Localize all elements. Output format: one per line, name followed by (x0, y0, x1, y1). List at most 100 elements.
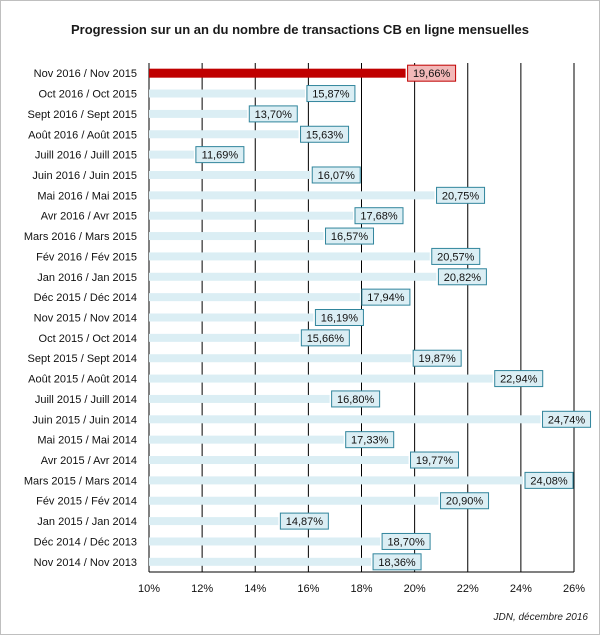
x-tick-label: 22% (457, 583, 479, 595)
bar (149, 130, 299, 139)
data-label-box (325, 227, 375, 245)
bar (149, 89, 305, 98)
x-tick-label: 18% (350, 583, 372, 595)
data-label: 20,82% (444, 272, 482, 284)
chart-title: Progression sur un an du nombre de trans… (71, 22, 529, 37)
x-tick-label: 14% (244, 583, 266, 595)
category-label: Août 2015 / Août 2014 (28, 374, 137, 386)
data-label-box (407, 64, 457, 82)
bar (149, 293, 360, 302)
data-label: 24,08% (530, 475, 568, 487)
category-label: Nov 2015 / Nov 2014 (34, 313, 137, 325)
data-label-box (542, 410, 592, 428)
category-label: Mai 2016 / Mai 2015 (37, 190, 137, 202)
bar (149, 109, 248, 118)
category-label: Fév 2016 / Fév 2015 (36, 251, 137, 263)
data-label-box (436, 186, 486, 204)
bar (149, 476, 523, 485)
category-label: Jan 2016 / Jan 2015 (37, 272, 137, 284)
data-label: 22,94% (500, 374, 538, 386)
bar (149, 354, 412, 363)
data-label-box (300, 329, 350, 347)
category-label: Déc 2015 / Déc 2014 (34, 292, 137, 304)
data-label: 17,68% (360, 211, 398, 223)
category-label: Déc 2014 / Déc 2013 (34, 536, 137, 548)
category-label: Mars 2015 / Mars 2014 (24, 475, 137, 487)
category-label: Oct 2015 / Oct 2014 (39, 333, 137, 345)
x-tick-label: 20% (404, 583, 426, 595)
bar (149, 211, 353, 220)
x-tick-label: 16% (297, 583, 319, 595)
data-label-box (354, 207, 404, 225)
bar (149, 374, 493, 383)
data-label-box (440, 492, 490, 510)
x-tick-label: 24% (510, 583, 532, 595)
bar (149, 170, 311, 179)
category-label: Juill 2016 / Juill 2015 (35, 150, 137, 162)
data-label: 24,74% (548, 414, 586, 426)
bar (149, 415, 541, 424)
bar (149, 557, 372, 566)
data-label-box (524, 471, 574, 489)
category-label: Jan 2015 / Jan 2014 (37, 516, 137, 528)
category-label: Août 2016 / Août 2015 (28, 129, 137, 141)
data-label: 16,57% (331, 231, 369, 243)
category-label: Juill 2015 / Juill 2014 (35, 394, 137, 406)
category-label: Mai 2015 / Mai 2014 (37, 435, 137, 447)
data-label-box (311, 166, 361, 184)
data-label: 11,69% (202, 150, 239, 162)
data-label: 17,33% (351, 435, 389, 447)
data-label: 20,57% (437, 251, 475, 263)
data-label: 16,80% (337, 394, 375, 406)
bar (149, 435, 344, 444)
data-label: 20,75% (442, 190, 480, 202)
data-label-box (372, 553, 422, 571)
category-label: Avr 2016 / Avr 2015 (41, 211, 137, 223)
data-label-box (345, 431, 395, 449)
data-label-box (494, 370, 544, 388)
data-label-box (195, 146, 245, 164)
data-label: 16,07% (318, 170, 356, 182)
category-label: Sept 2015 / Sept 2014 (28, 353, 137, 365)
data-label: 17,94% (367, 292, 405, 304)
data-label-box (306, 85, 356, 103)
data-label: 19,77% (416, 455, 454, 467)
category-label: Sept 2016 / Sept 2015 (28, 109, 137, 121)
data-label-box (410, 451, 460, 469)
data-label-box (381, 532, 431, 550)
x-tick-label: 10% (138, 583, 160, 595)
data-label-box (361, 288, 411, 306)
data-label-box (300, 125, 350, 143)
bar (149, 68, 406, 78)
data-label-box (437, 268, 487, 286)
category-label: Nov 2014 / Nov 2013 (34, 557, 137, 569)
data-label: 18,70% (387, 536, 425, 548)
data-label: 15,87% (312, 89, 350, 101)
bar (149, 517, 279, 526)
bar (149, 333, 300, 342)
data-label: 13,70% (255, 109, 293, 121)
bar (149, 232, 324, 241)
data-label-box (331, 390, 381, 408)
category-label: Oct 2016 / Oct 2015 (39, 89, 137, 101)
category-label: Mars 2016 / Mars 2015 (24, 231, 137, 243)
data-label-box (412, 349, 462, 367)
data-label: 19,66% (413, 68, 451, 80)
data-label: 15,66% (307, 333, 345, 345)
x-tick-label: 12% (191, 583, 213, 595)
data-label: 18,36% (378, 557, 416, 569)
bar (149, 150, 194, 159)
category-label: Juin 2016 / Juin 2015 (32, 170, 137, 182)
bar (149, 456, 409, 465)
bar (149, 496, 439, 505)
source-note: JDN, décembre 2016 (493, 612, 589, 623)
data-label-box (431, 247, 481, 265)
bar (149, 394, 330, 403)
x-tick-label: 26% (563, 583, 585, 595)
data-label: 20,90% (446, 496, 484, 508)
data-label-box (314, 309, 364, 326)
category-label: Juin 2015 / Juin 2014 (32, 414, 137, 426)
category-label: Avr 2015 / Avr 2014 (41, 455, 137, 467)
data-label-box (248, 105, 298, 123)
category-label: Fév 2015 / Fév 2014 (36, 496, 137, 508)
